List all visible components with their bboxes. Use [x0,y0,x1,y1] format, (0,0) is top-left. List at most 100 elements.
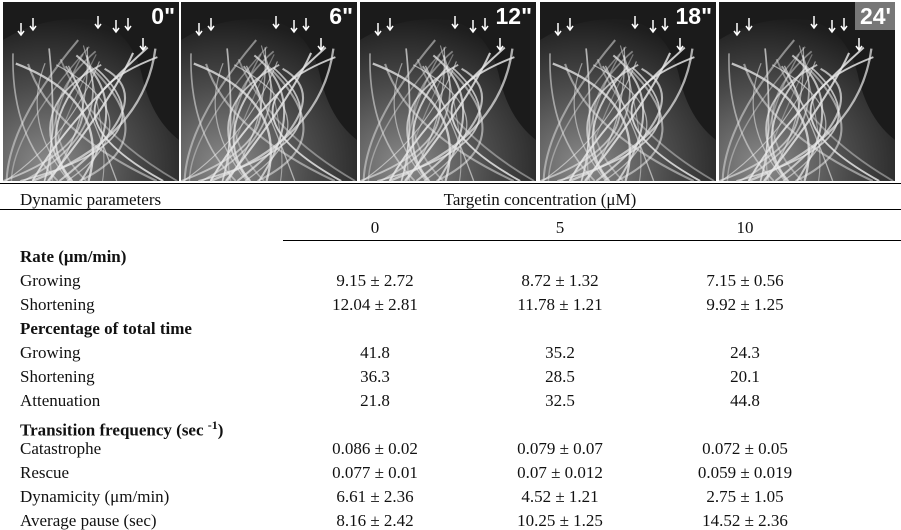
microtubule [591,67,628,182]
micrograph: 18" [539,2,716,183]
arrow [496,38,504,52]
cell-value: 36.3 [360,367,390,386]
microtubule [209,46,327,182]
microtubule [372,62,451,182]
superscript: -1 [207,418,218,432]
arrow [810,16,818,30]
microtubule [794,64,843,182]
arrow [17,23,25,37]
microtubule [67,65,118,182]
concentration: 10 [736,218,754,237]
cell-value: 8.16 ± 2.42 [336,511,414,530]
cell-value: 24.3 [730,343,760,362]
microtubule [271,56,342,182]
microtubule [10,46,90,182]
arrow [733,23,741,37]
row-label: Shortening [20,295,95,314]
microtubule [380,54,451,182]
arrow [676,38,684,52]
concentration-header: Targetin concentration (μM) [443,190,637,209]
arrow [631,16,639,30]
microtubule [726,46,806,182]
row-label: Catastrophe [20,439,102,458]
micrograph: 0" [2,2,179,183]
arrow [139,38,147,52]
cell-value: 0.072 ± 0.05 [702,439,788,458]
arrow [94,16,102,30]
microtubule [798,45,821,182]
microtubule [630,56,701,182]
microtubule [552,62,631,182]
arrow [840,18,848,32]
microtubule [78,64,127,182]
arrow [112,20,120,34]
arrow [386,18,394,32]
row-label: Average pause (sec) [20,511,157,530]
cell-value: 0.079 ± 0.07 [517,439,603,458]
section-label: Percentage of total time [20,319,192,338]
label-bg [855,2,895,30]
section-label: Transition frequency (sec [20,420,208,440]
microtubule [592,50,634,182]
arrow [554,23,562,37]
arrow [566,18,574,32]
microtubule [770,67,807,182]
microtubule [547,46,627,182]
cell-value: 9.15 ± 2.72 [336,271,414,290]
arrow [302,18,310,32]
time-label: 18" [676,3,713,29]
microtubule [783,65,834,182]
arrow [195,23,203,37]
cell-value: 20.1 [730,367,760,386]
row-label: Dynamicity (μm/min) [20,487,170,506]
time-label: 0" [151,3,175,29]
microtubule [747,46,865,182]
micrograph: 24' [718,2,895,183]
arrow [29,18,37,32]
microtubule [193,62,272,182]
row-label: Growing [20,271,81,290]
microtubule [388,46,506,182]
microtubule [580,48,591,182]
cell-value: 8.72 ± 1.32 [521,271,599,290]
arrow [828,20,836,34]
arrow [451,16,459,30]
cell-value: 12.04 ± 2.81 [332,295,418,314]
cell-value: 14.52 ± 2.36 [702,511,788,530]
rule [0,209,901,210]
cell-value: 0.059 ± 0.019 [697,463,793,482]
rule [283,240,901,241]
microtubule [759,48,770,182]
microtubule [5,39,79,182]
microtubule [412,64,468,182]
cell-value: 21.8 [360,391,390,410]
cell-value: 0.077 ± 0.01 [332,463,418,482]
row-label: Shortening [20,367,95,386]
microtubule [771,50,813,182]
arrow [469,20,477,34]
microtubule [573,62,607,182]
cell-value: 41.8 [360,343,390,362]
arrow [649,20,657,34]
concentration: 0 [370,218,380,237]
microtubule [256,64,305,182]
microtubule [245,65,296,182]
microtubule [736,67,840,182]
microtubule [424,65,475,182]
microtubule [55,50,97,182]
microtubule [411,67,448,182]
time-label: 12" [496,3,533,29]
microtubule [557,67,661,182]
microtubule [43,48,54,182]
arrow [745,18,753,32]
microtubule [400,48,411,182]
parameter-header: Dynamic parameters [20,190,162,209]
microtubule [592,64,648,182]
microtubule [23,54,94,182]
cell-value: 6.61 ± 2.36 [336,487,414,506]
cell-value: 32.5 [545,391,575,410]
cell-value: 2.75 ± 1.05 [706,487,784,506]
section-header: Rate (μm/min) [20,247,126,267]
microtubule [406,53,441,182]
cell-value: 28.5 [545,367,575,386]
